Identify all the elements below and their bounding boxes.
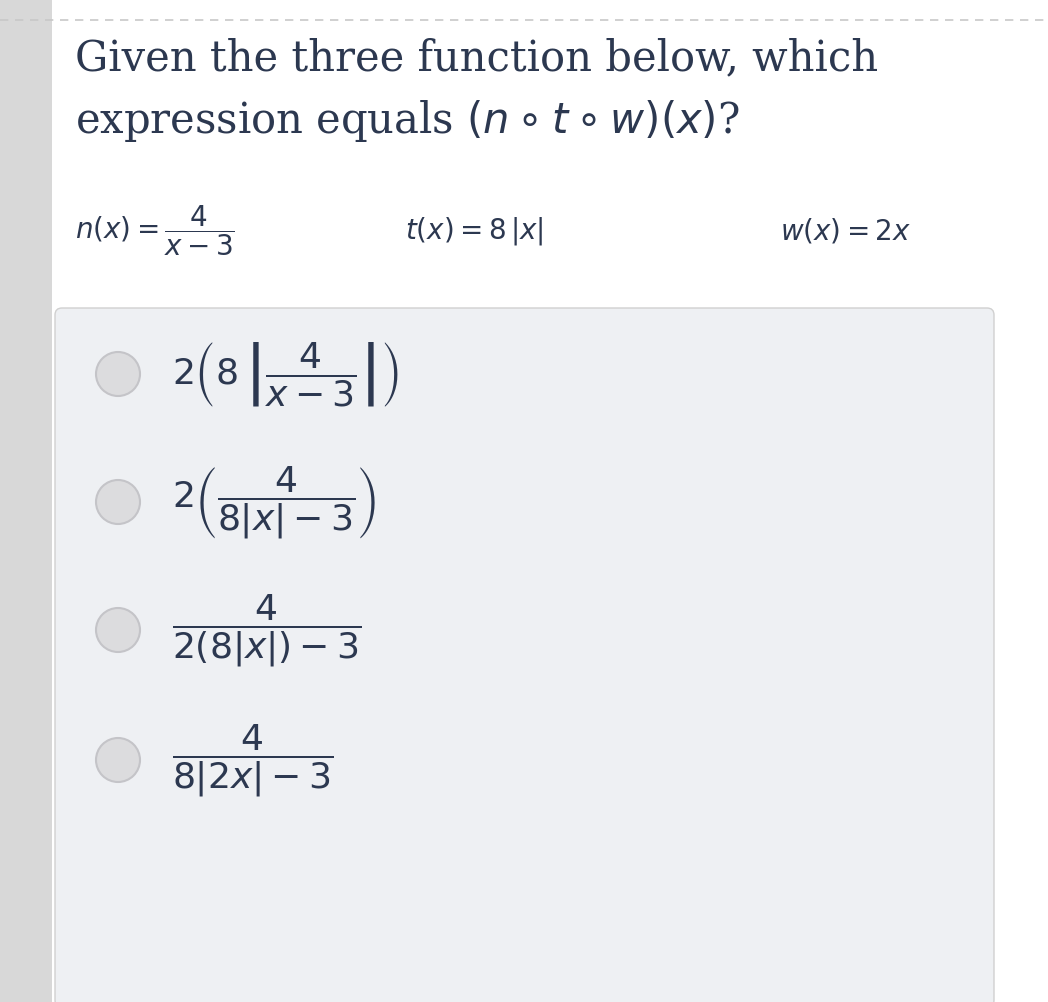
Text: $\dfrac{4}{2(8|x|)-3}$: $\dfrac{4}{2(8|x|)-3}$ [172,592,362,668]
Circle shape [96,353,140,397]
Text: $n(x) = \dfrac{4}{x - 3}$: $n(x) = \dfrac{4}{x - 3}$ [75,203,235,259]
Text: Given the three function below, which: Given the three function below, which [75,37,878,79]
Text: $\dfrac{4}{8|2x|-3}$: $\dfrac{4}{8|2x|-3}$ [172,722,333,799]
Text: $t(x) = 8\,|x|$: $t(x) = 8\,|x|$ [405,214,544,246]
Circle shape [96,481,140,524]
Text: $w(x) = 2x$: $w(x) = 2x$ [780,216,911,245]
Bar [0,0,52,1002]
Text: expression equals $(n \circ t \circ w)(x)$?: expression equals $(n \circ t \circ w)(x… [75,98,740,144]
Circle shape [96,608,140,652]
Circle shape [96,738,140,783]
Text: $2\left(8\,\left|\dfrac{4}{x-3}\right|\right)$: $2\left(8\,\left|\dfrac{4}{x-3}\right|\r… [172,341,399,409]
Text: $2\left(\dfrac{4}{8|x|-3}\right)$: $2\left(\dfrac{4}{8|x|-3}\right)$ [172,464,376,541]
FancyBboxPatch shape [54,309,994,1002]
